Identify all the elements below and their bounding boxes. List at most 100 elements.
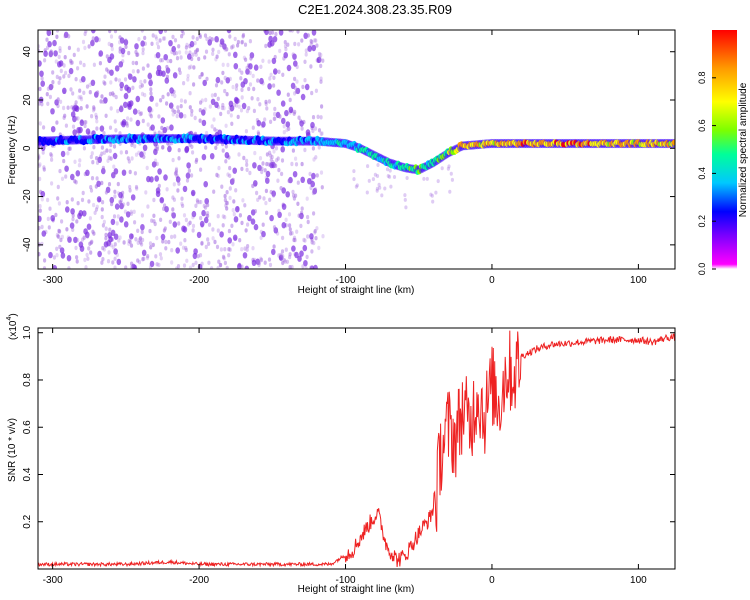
spectrogram-frame bbox=[37, 29, 676, 270]
noise-point bbox=[70, 173, 75, 181]
noise-point bbox=[302, 237, 306, 243]
noise-point bbox=[141, 118, 145, 124]
noise-point bbox=[280, 158, 285, 163]
noise-point bbox=[99, 125, 105, 132]
noise-point bbox=[283, 52, 289, 59]
noise-point bbox=[232, 234, 238, 241]
noise-point bbox=[87, 246, 91, 251]
noise-point bbox=[172, 72, 178, 79]
noise-point bbox=[164, 77, 170, 84]
noise-point bbox=[140, 242, 144, 247]
noise-point bbox=[148, 79, 153, 87]
noise-point bbox=[93, 210, 97, 215]
noise-point bbox=[78, 241, 84, 248]
y-tick-label: 1.0 bbox=[22, 325, 33, 339]
noise-point bbox=[164, 206, 169, 213]
noise-point bbox=[195, 198, 199, 203]
ridge-scatter bbox=[375, 174, 380, 178]
noise-point bbox=[173, 38, 178, 43]
noise-point bbox=[79, 60, 83, 65]
noise-point bbox=[214, 83, 219, 88]
noise-point bbox=[319, 63, 323, 69]
noise-point bbox=[222, 106, 226, 111]
noise-point bbox=[251, 183, 255, 189]
noise-point bbox=[229, 107, 233, 112]
noise-point bbox=[228, 173, 232, 178]
noise-point bbox=[76, 116, 80, 121]
ridge-scatter bbox=[431, 199, 435, 204]
noise-point bbox=[117, 238, 121, 243]
noise-point bbox=[151, 161, 157, 168]
noise-point bbox=[317, 128, 322, 133]
noise-point bbox=[188, 105, 192, 110]
noise-point bbox=[188, 142, 192, 147]
x-tick-label: -200 bbox=[189, 575, 209, 586]
noise-point bbox=[182, 81, 186, 86]
x-tick-label: 0 bbox=[489, 575, 495, 586]
noise-point bbox=[295, 229, 299, 234]
snr-y-multiplier: (x104) bbox=[6, 313, 19, 340]
ridge-scatter bbox=[352, 169, 356, 174]
noise-point bbox=[169, 124, 174, 131]
noise-point bbox=[269, 214, 274, 222]
noise-point bbox=[73, 103, 77, 108]
noise-point bbox=[55, 120, 59, 125]
noise-point bbox=[57, 80, 61, 85]
noise-point bbox=[129, 117, 133, 122]
noise-point bbox=[320, 104, 324, 109]
noise-point bbox=[225, 92, 229, 97]
colorbar-label: Normalized spectral amplitude bbox=[738, 82, 749, 217]
noise-point bbox=[168, 40, 173, 47]
noise-point bbox=[232, 167, 237, 174]
noise-point bbox=[272, 36, 278, 43]
noise-point bbox=[311, 128, 315, 133]
noise-point bbox=[309, 265, 313, 269]
noise-point bbox=[51, 80, 55, 85]
noise-point bbox=[147, 106, 152, 113]
noise-point bbox=[59, 237, 63, 243]
noise-point bbox=[282, 130, 286, 135]
noise-point bbox=[248, 70, 252, 76]
noise-point bbox=[192, 82, 196, 87]
noise-point bbox=[112, 214, 117, 219]
noise-point bbox=[97, 250, 102, 258]
noise-point bbox=[264, 43, 268, 49]
noise-point bbox=[112, 164, 116, 169]
noise-point bbox=[123, 101, 128, 109]
noise-point bbox=[259, 256, 263, 261]
noise-point bbox=[236, 39, 240, 45]
ridge-scatter bbox=[448, 189, 452, 194]
noise-point bbox=[202, 79, 207, 87]
noise-point bbox=[77, 163, 81, 168]
noise-point bbox=[272, 116, 276, 122]
noise-point bbox=[64, 174, 68, 179]
ridge-scatter bbox=[405, 176, 409, 180]
ridge-scatter bbox=[392, 175, 397, 179]
noise-point bbox=[281, 203, 287, 210]
noise-point bbox=[155, 161, 159, 167]
noise-point bbox=[46, 216, 50, 222]
noise-point bbox=[240, 40, 244, 45]
noise-point bbox=[110, 218, 116, 226]
ridge-scatter bbox=[355, 183, 359, 188]
noise-point bbox=[58, 76, 62, 81]
noise-point bbox=[49, 49, 53, 54]
noise-point bbox=[228, 34, 232, 39]
noise-point bbox=[163, 54, 168, 61]
noise-point bbox=[281, 72, 285, 78]
snr-ticks: -300 -200 -100 0 100 0.2 0.4 0.6 0.8 1.0 bbox=[22, 325, 675, 586]
noise-point bbox=[64, 165, 69, 172]
noise-point bbox=[229, 113, 233, 118]
noise-point bbox=[247, 106, 251, 111]
noise-point bbox=[130, 265, 134, 269]
noise-point bbox=[132, 108, 138, 115]
noise-point bbox=[267, 83, 272, 90]
noise-point bbox=[257, 260, 261, 266]
noise-point bbox=[242, 252, 248, 259]
noise-point bbox=[50, 108, 55, 115]
noise-point bbox=[116, 181, 120, 187]
noise-point bbox=[95, 160, 100, 165]
noise-point bbox=[126, 201, 130, 206]
noise-point bbox=[126, 156, 130, 161]
noise-point bbox=[238, 238, 242, 243]
